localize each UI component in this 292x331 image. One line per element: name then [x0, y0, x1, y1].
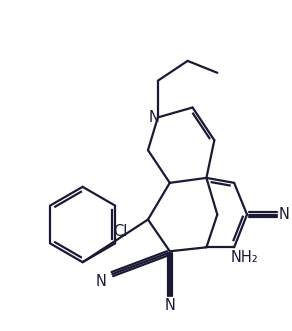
- Text: N: N: [148, 110, 159, 125]
- Text: Cl: Cl: [113, 224, 127, 239]
- Text: N: N: [164, 298, 175, 313]
- Text: N: N: [96, 273, 107, 289]
- Text: NH₂: NH₂: [230, 250, 258, 265]
- Text: N: N: [278, 207, 289, 222]
